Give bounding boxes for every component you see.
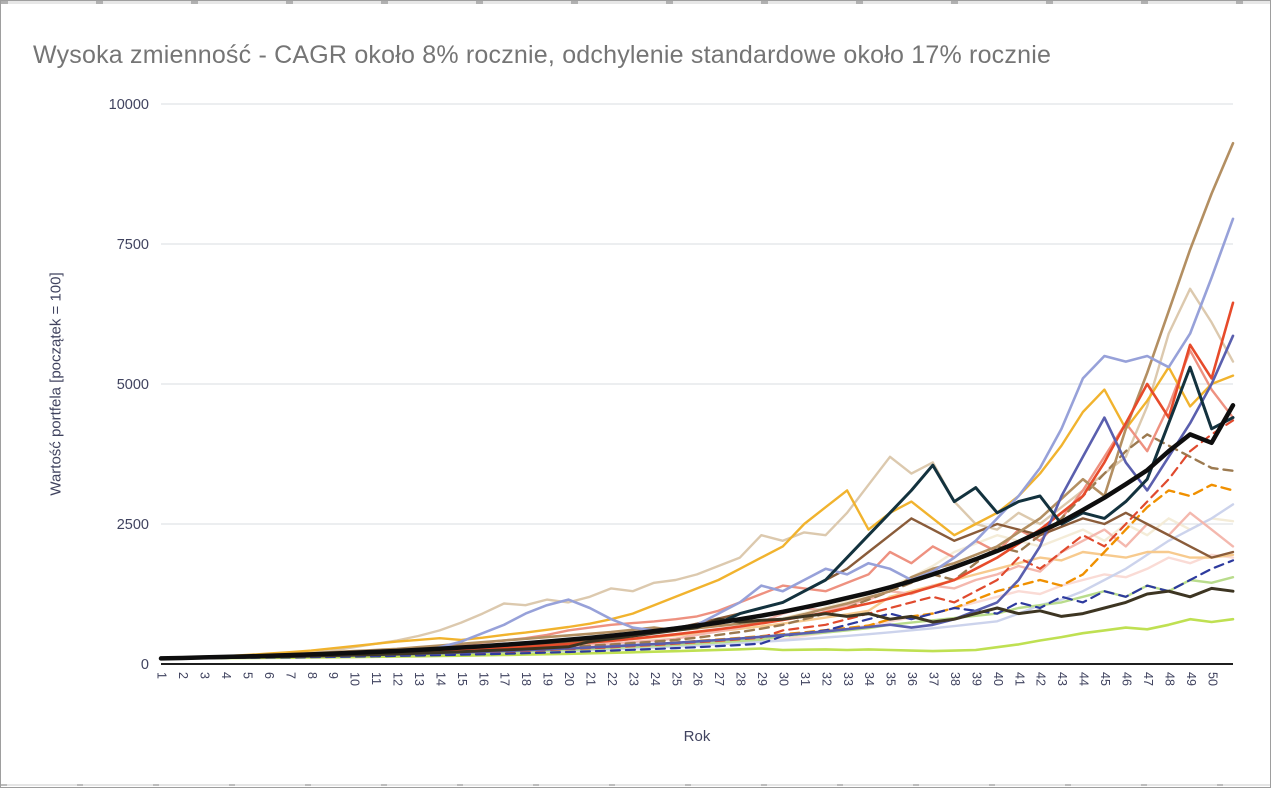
series-line-sim-gold [159, 366, 1235, 660]
x-tick-label: 5 [241, 672, 255, 679]
x-tick-label: 21 [584, 672, 598, 686]
x-tick-label: 23 [626, 672, 640, 686]
x-tick-label: 38 [948, 672, 962, 686]
x-tick-label: 31 [798, 672, 812, 686]
x-tick-label: 28 [734, 672, 748, 686]
x-tick-label: 41 [1012, 672, 1026, 686]
y-axis-title: Wartość portfela [początek = 100] [47, 272, 65, 496]
x-tick-label: 13 [412, 672, 426, 686]
x-tick-label: 1 [155, 672, 169, 679]
x-tick-label: 3 [198, 672, 212, 679]
series-line-sim-red-orange [159, 301, 1235, 660]
x-tick-label: 50 [1205, 672, 1219, 686]
y-tick-label: 0 [141, 657, 149, 673]
x-tick-label: 7 [283, 672, 297, 679]
x-tick-label: 29 [755, 672, 769, 686]
chart-title: Wysoka zmienność - CAGR około 8% rocznie… [33, 41, 1052, 69]
series-line-sim-periwinkle [159, 217, 1235, 660]
x-tick-label: 32 [819, 672, 833, 686]
series-line-sim-light-beige [159, 287, 1235, 660]
series-line-average-path [158, 403, 1236, 661]
x-tick-label: 11 [369, 672, 383, 685]
x-tick-label: 27 [712, 672, 726, 686]
x-tick-label: 30 [777, 672, 791, 686]
y-tick-label: 10000 [109, 97, 149, 113]
x-tick-label: 10 [348, 672, 362, 686]
x-tick-label: 4 [219, 672, 233, 679]
spreadsheet-grid-edge-bottom [1, 784, 1270, 786]
x-tick-label: 12 [391, 672, 405, 686]
x-tick-label: 47 [1141, 672, 1155, 686]
x-tick-label: 15 [455, 672, 469, 686]
x-tick-label: 22 [605, 672, 619, 686]
x-tick-label: 25 [669, 672, 683, 686]
y-tick-label: 7500 [117, 237, 149, 253]
series-line-sim-yellow-green [159, 617, 1235, 660]
spreadsheet-grid-edge-top [1, 1, 1270, 4]
x-tick-label: 16 [476, 672, 490, 686]
x-tick-label: 26 [691, 672, 705, 686]
x-tick-label: 49 [1184, 672, 1198, 686]
x-tick-label: 37 [927, 672, 941, 686]
x-tick-label: 2 [176, 672, 190, 679]
x-tick-label: 20 [562, 672, 576, 686]
x-tick-label: 8 [305, 672, 319, 679]
x-tick-label: 48 [1162, 672, 1176, 686]
x-tick-label: 18 [519, 672, 533, 686]
x-tick-label: 6 [262, 672, 276, 679]
y-tick-label: 2500 [117, 517, 149, 533]
series-line-sim-navy-dashed [159, 559, 1235, 660]
series-line-sim-orange-dashed [159, 483, 1235, 660]
x-tick-label: 46 [1120, 672, 1134, 686]
x-tick-label: 9 [326, 672, 340, 679]
x-tick-label: 24 [648, 672, 662, 686]
y-tick-label: 5000 [117, 377, 149, 393]
x-tick-label: 35 [884, 672, 898, 686]
x-tick-label: 17 [498, 672, 512, 686]
x-tick-label: 45 [1098, 672, 1112, 686]
x-tick-label: 19 [541, 672, 555, 686]
x-axis-title: Rok [683, 728, 711, 745]
x-tick-label: 34 [862, 672, 876, 686]
x-tick-label: 44 [1077, 672, 1091, 686]
x-tick-label: 36 [905, 672, 919, 686]
series-line-sim-red-dashed [159, 419, 1235, 660]
x-tick-label: 42 [1034, 672, 1048, 686]
x-tick-label: 40 [991, 672, 1005, 686]
x-tick-label: 39 [969, 672, 983, 686]
x-tick-label: 33 [841, 672, 855, 686]
x-tick-label: 14 [433, 672, 447, 686]
x-tick-label: 43 [1055, 672, 1069, 686]
